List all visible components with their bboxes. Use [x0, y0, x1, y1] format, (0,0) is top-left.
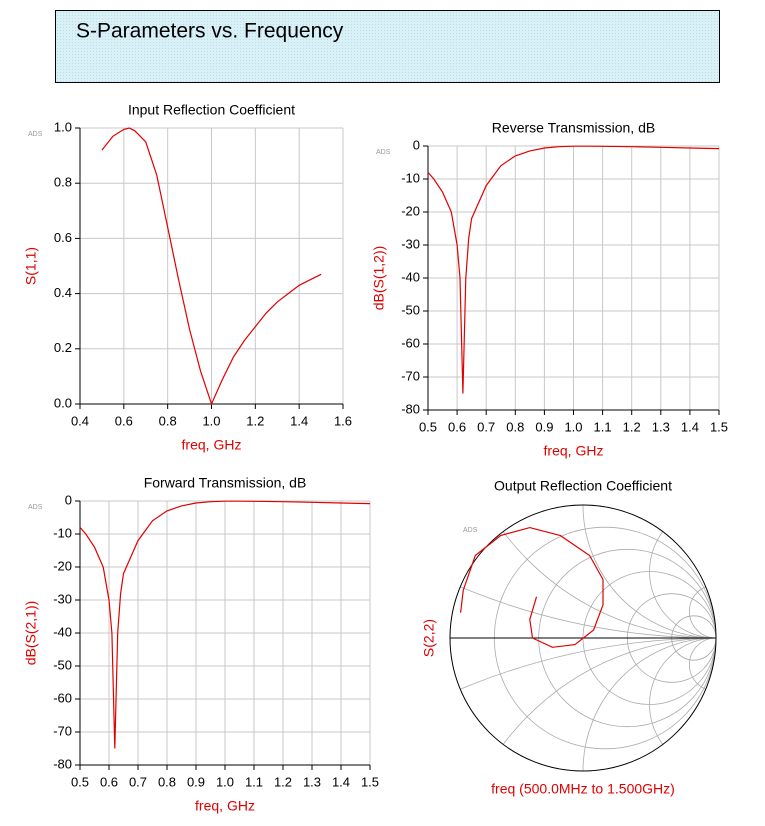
watermark: ADS [463, 527, 478, 534]
title-box [55, 10, 720, 83]
y-tick-label: -60 [53, 690, 72, 705]
x-tick-label: 1.2 [274, 774, 292, 789]
x-tick-label: 1.4 [290, 413, 308, 428]
trace [79, 500, 371, 749]
chart-title: Input Reflection Coefficient [128, 102, 295, 118]
y-tick-label: 1.0 [54, 119, 72, 134]
watermark: ADS [376, 149, 391, 156]
y-tick-label: 0 [65, 492, 72, 507]
x-tick-label: 1.2 [623, 419, 641, 434]
x-tick-label: 1.3 [652, 419, 670, 434]
y-tick-label: -70 [401, 368, 420, 383]
page-title: S-Parameters vs. Frequency [76, 20, 344, 43]
x-tick-label: 0.9 [535, 419, 553, 434]
x-tick-label: 1.1 [245, 774, 263, 789]
x-tick-label: 0.6 [100, 774, 118, 789]
x-tick-label: 1.3 [303, 774, 321, 789]
x-tick-label: 0.8 [158, 774, 176, 789]
y-tick-label: -20 [401, 203, 420, 218]
smith-grid-circle [689, 584, 716, 639]
y-tick-label: 0 [413, 137, 420, 152]
x-tick-label: 0.7 [477, 419, 495, 434]
y-tick-label: -40 [53, 624, 72, 639]
y-tick-label: -50 [53, 657, 72, 672]
x-tick-label: 0.5 [419, 419, 437, 434]
y-axis-label: S(2,2) [421, 619, 437, 657]
y-tick-label: 0.2 [54, 340, 72, 355]
x-tick-label: 0.6 [115, 413, 133, 428]
smith-grid-circle [649, 637, 716, 771]
x-tick-label: 0.9 [187, 774, 205, 789]
x-tick-label: 0.8 [159, 413, 177, 428]
x-tick-label: 1.0 [202, 413, 220, 428]
x-tick-label: 0.8 [506, 419, 524, 434]
y-axis-label: dB(S(2,1)) [23, 601, 39, 666]
y-tick-label: -10 [53, 525, 72, 540]
x-tick-label: 1.4 [332, 774, 350, 789]
y-tick-label: -20 [53, 558, 72, 573]
y-tick-label: -70 [53, 723, 72, 738]
smith-grid-circle [450, 505, 716, 639]
x-tick-label: 0.7 [129, 774, 147, 789]
x-tick-label: 1.0 [564, 419, 582, 434]
y-axis-label: S(1,1) [23, 247, 39, 285]
x-tick-label: 1.6 [334, 413, 352, 428]
y-tick-label: -80 [53, 756, 72, 771]
chart-title: Reverse Transmission, dB [492, 120, 655, 136]
smith-grid-circle [689, 637, 716, 692]
x-tick-label: 0.5 [71, 774, 89, 789]
y-tick-label: -30 [401, 236, 420, 251]
y-tick-label: 0.6 [54, 230, 72, 245]
y-tick-label: -40 [401, 269, 420, 284]
smith-grid-circle [450, 637, 716, 771]
chart-title: Output Reflection Coefficient [494, 478, 672, 494]
y-tick-label: -60 [401, 335, 420, 350]
x-tick-label: 1.5 [710, 419, 728, 434]
smith-grid-circle [582, 505, 716, 639]
x-axis-label: freq, GHz [544, 443, 604, 459]
watermark: ADS [28, 504, 43, 511]
x-tick-label: 1.5 [361, 774, 379, 789]
y-tick-label: -50 [401, 302, 420, 317]
y-axis-label: dB(S(1,2)) [371, 246, 387, 311]
y-tick-label: -80 [401, 401, 420, 416]
x-axis-label: freq (500.0MHz to 1.500GHz) [491, 781, 675, 797]
trace [427, 145, 720, 394]
watermark: ADS [28, 131, 43, 138]
y-tick-label: 0.4 [54, 285, 72, 300]
smith-grid-circle [450, 505, 716, 639]
y-tick-label: -10 [401, 170, 420, 185]
x-tick-label: 1.0 [216, 774, 234, 789]
y-tick-label: 0.8 [54, 175, 72, 190]
chart-title: Forward Transmission, dB [144, 475, 307, 491]
smith-grid-circle [649, 505, 716, 639]
trace [460, 526, 604, 648]
x-tick-label: 0.6 [448, 419, 466, 434]
x-axis-label: freq, GHz [195, 798, 255, 814]
x-tick-label: 1.1 [594, 419, 612, 434]
x-tick-label: 0.4 [71, 413, 89, 428]
y-tick-label: -30 [53, 591, 72, 606]
x-tick-label: 1.2 [246, 413, 264, 428]
smith-grid-circle [582, 637, 716, 771]
trace [101, 127, 322, 406]
x-axis-label: freq, GHz [182, 437, 242, 453]
y-tick-label: 0.0 [54, 395, 72, 410]
x-tick-label: 1.4 [681, 419, 699, 434]
